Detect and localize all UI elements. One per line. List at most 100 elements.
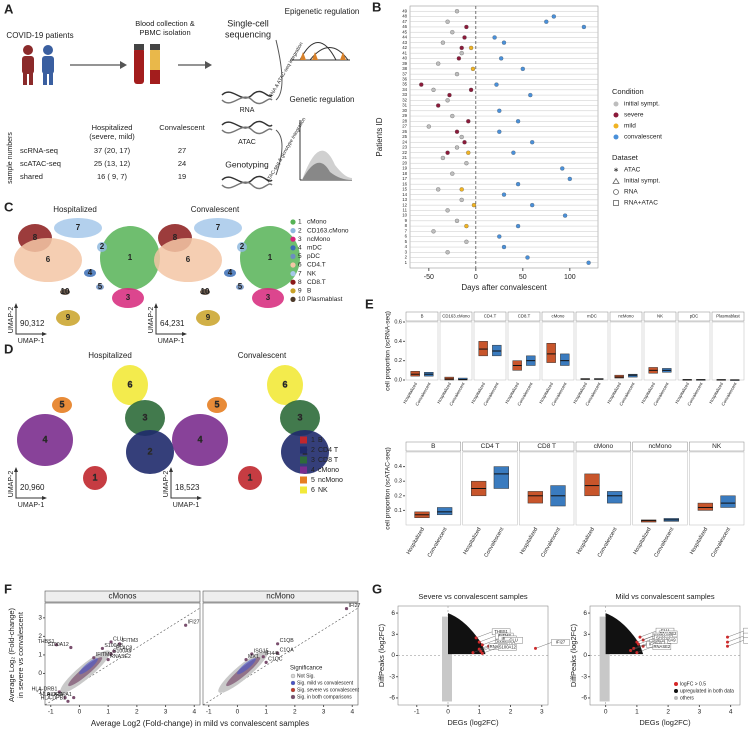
label: IFI27 [556,640,566,645]
gene-box [743,637,748,644]
facet-frame [439,321,473,381]
leader [636,646,653,653]
label: Convalescent [483,526,505,558]
legend-swatch [613,123,619,129]
label: 2 [298,227,302,234]
gene-point [112,649,116,653]
umap-axis [155,306,184,335]
label: PBMC isolation [139,28,190,37]
label: 2 [240,242,245,251]
facet-strip [677,311,711,322]
facet-strip [202,590,359,603]
legend-swatch [290,680,296,686]
label: Hospitalized [576,527,596,556]
legend-swatch [300,456,307,464]
label: 1 [635,709,639,716]
label: 8 [33,233,38,242]
cluster-cloud [126,430,174,474]
label: UMAP-2 [8,307,15,334]
facet-strip [689,441,745,452]
label: 16 [402,181,407,186]
label: 3 [298,236,302,243]
point [492,35,497,40]
legend-swatch [290,236,296,242]
label: ncMono [648,443,672,450]
label: 3 [126,293,131,302]
gene-cloud [237,658,256,675]
point [501,40,507,45]
label: initial sympt. [624,101,660,108]
label: Average Log2 (Fold-change) in mild vs co… [91,719,309,728]
label: 10 [201,287,210,296]
label: 37 (20, 17) [94,146,131,155]
facet-frame [541,321,575,381]
gene-point [63,695,67,700]
point [454,9,460,14]
gene-point [264,660,268,664]
gene-point [66,699,70,703]
label: 25 (13, 12) [94,159,131,168]
gene-box [551,639,570,646]
label: 1 [264,709,268,716]
label: 5 [405,239,408,244]
label: 18,523 [175,483,200,492]
point [515,119,521,124]
label: Plasmablast [716,314,740,319]
label: others [680,695,694,701]
legend-swatch [290,245,296,251]
point [436,103,441,108]
point [436,187,441,192]
label: 2 [405,255,408,260]
point [501,192,507,197]
facet-frame [575,321,609,381]
facet-frame [507,321,541,381]
label: sample numbers [7,132,14,184]
point [520,66,525,72]
point [445,150,450,155]
label: CLU [509,637,517,642]
label: DiffPeaks (log2FC) [377,623,386,687]
label: NK [712,443,722,450]
point [456,56,462,61]
label: 45 [402,29,407,34]
facet-strip [519,441,575,452]
legend-swatch [290,687,296,693]
facet-frame [405,321,439,381]
label: HLA-DRA [40,692,63,698]
label: CD8 T [318,457,339,464]
legend-swatch [613,112,619,118]
label: Convalescent [238,351,287,360]
cluster-cloud [172,414,228,466]
label: D [4,341,13,356]
point [440,155,446,161]
point [447,92,452,98]
point [450,30,455,35]
facet-frame [677,321,711,381]
label: Mild vs convalescent samples [615,592,714,601]
cluster-cloud [238,466,262,490]
label: ISG15 [254,648,269,654]
facet-strip [643,311,677,322]
label: 27 [178,146,186,155]
box [720,495,736,508]
leader [479,635,496,643]
label: CLU [661,628,669,633]
label: 6 [298,262,302,269]
label: 0 [78,709,82,716]
facet-strip [507,311,541,322]
point [454,71,460,77]
facet-strip [473,311,507,322]
label: C [4,199,14,214]
label: cMonos [108,592,136,601]
label: 6 [282,379,287,389]
label: Patients ID [375,117,384,156]
label: -1 [414,709,420,716]
gene-point [109,652,113,656]
label: NK [307,270,317,277]
cluster-cloud [97,242,107,252]
label: 16 ( 9, 7) [97,172,128,181]
label: E [365,296,374,311]
label: 3 [583,631,587,638]
label: S100A12 [499,644,517,649]
legend-swatch [290,271,296,277]
